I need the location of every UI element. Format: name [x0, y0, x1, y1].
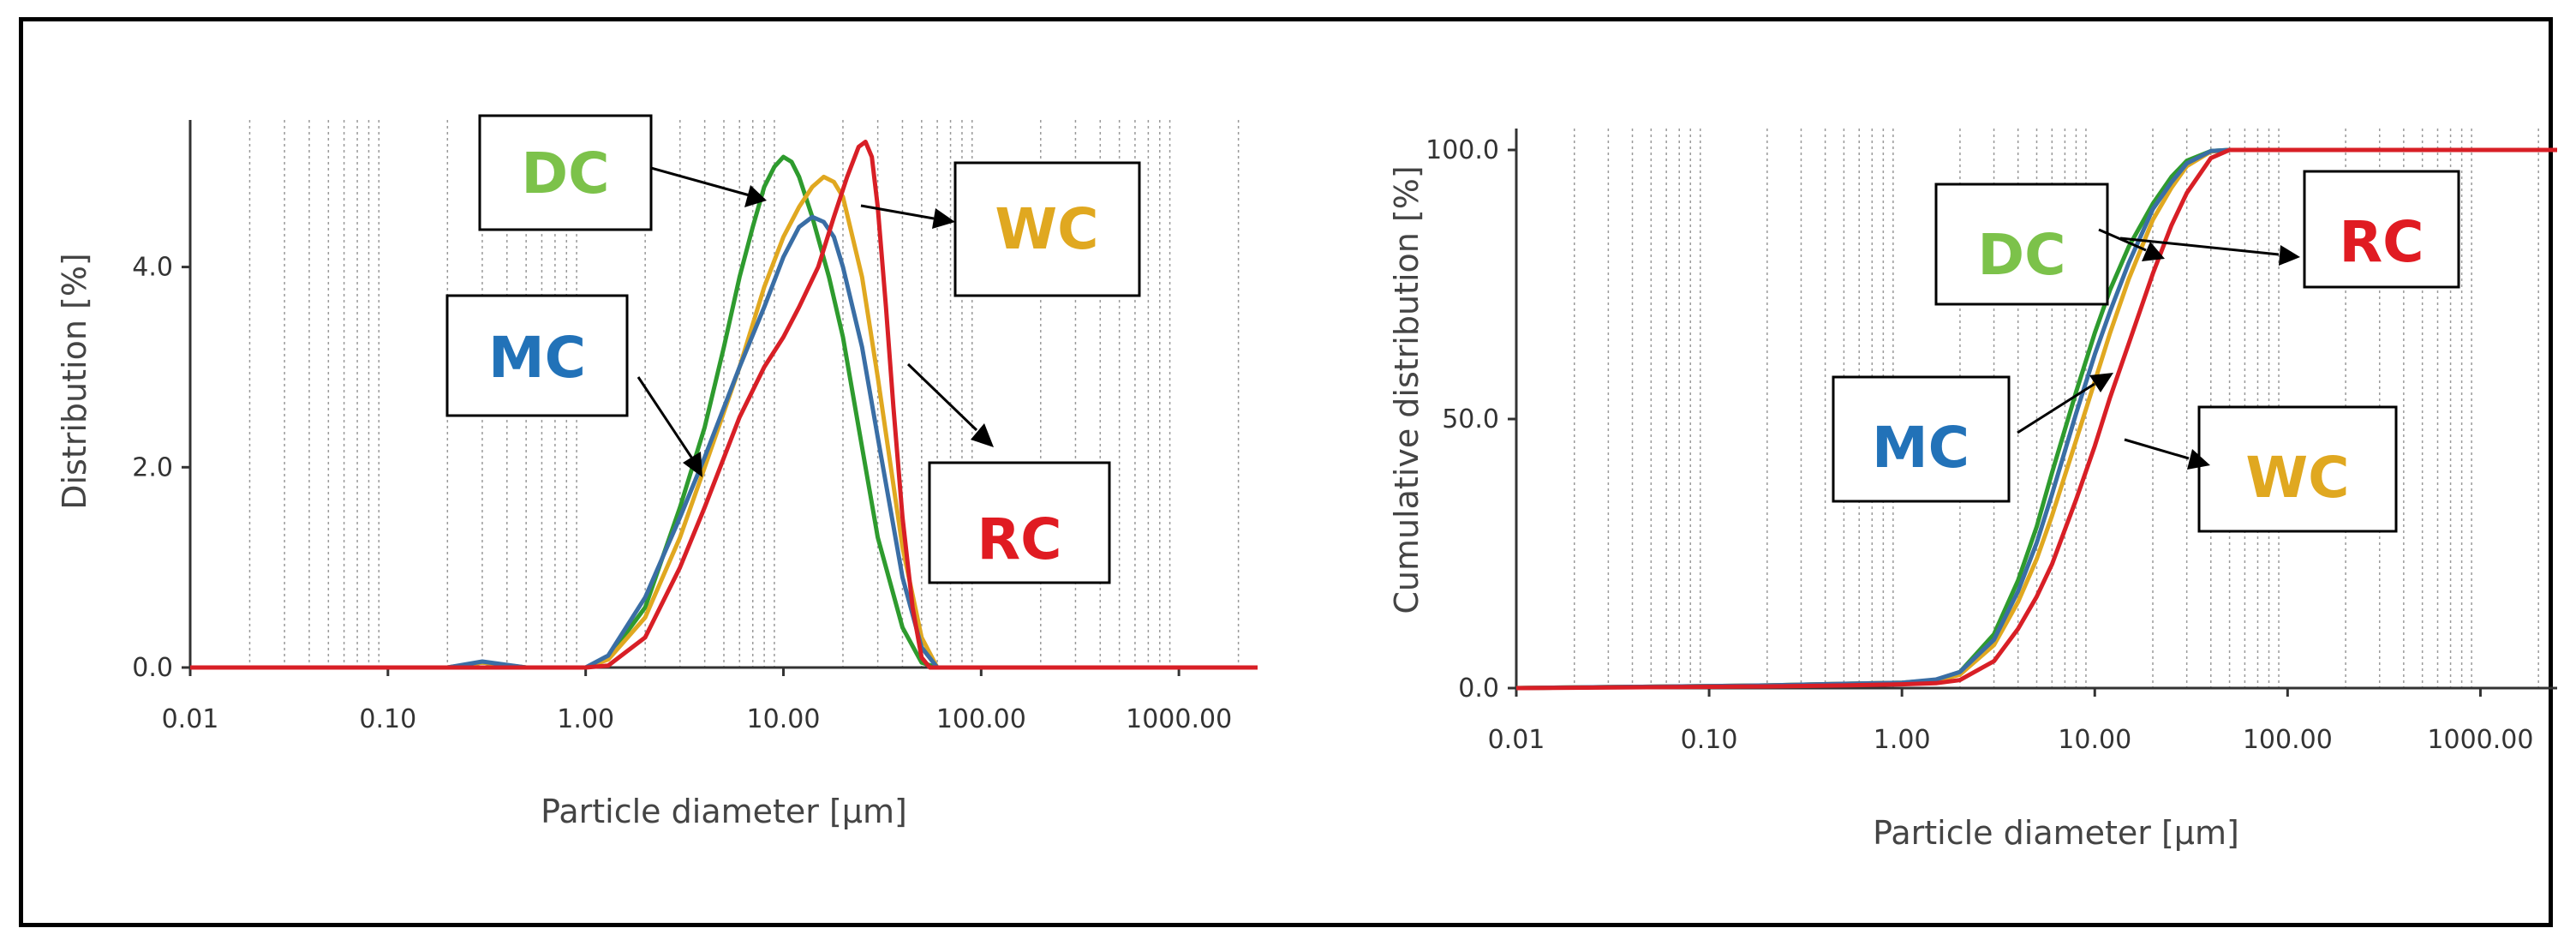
distribution-x-label: Particle diameter [µm]: [541, 793, 907, 830]
distribution-chart: 0.01 0.10 1.00 10.00 100.00 1000.00 0.0 2.0 4.0…: [56, 114, 1258, 830]
cumulative-x-tick-label: 100.00: [2243, 725, 2333, 755]
cumulative-y-ticks: 0.0 50.0 100.0: [1425, 135, 1516, 704]
cumulative-x-tick-label: 10.00: [2058, 725, 2131, 755]
arrow-dc-left: [650, 166, 767, 207]
distribution-series-rc: [190, 140, 1258, 670]
callout-mc-left-label: MC: [488, 325, 586, 391]
distribution-x-tick-label: 100.00: [936, 704, 1026, 734]
cumulative-series-rc: [1515, 147, 2557, 691]
arrow-mc-left: [637, 376, 702, 477]
cumulative-y-tick-label: 50.0: [1442, 404, 1499, 434]
distribution-y-ticks: 0.0 2.0 4.0: [132, 253, 190, 683]
distribution-y-tick-label: 2.0: [132, 452, 173, 482]
distribution-y-tick-label: 0.0: [132, 653, 173, 683]
cumulative-series: [1515, 147, 2557, 691]
cumulative-x-tick-label: 0.01: [1488, 725, 1545, 755]
callout-mc-right-label: MC: [1872, 415, 1969, 481]
distribution-x-tick-label: 1.00: [557, 704, 614, 734]
callout-rc-left-label: RC: [977, 506, 1061, 572]
callout-rc-right-label: RC: [2339, 209, 2424, 275]
arrow-mc-right: [2017, 373, 2113, 434]
distribution-x-tick-label: 1000.00: [1126, 704, 1232, 734]
arrow-rc-left: [906, 362, 994, 447]
cumulative-y-tick-label: 100.0: [1425, 135, 1499, 165]
distribution-x-tick-label: 10.00: [747, 704, 821, 734]
distribution-x-tick-label: 0.10: [359, 704, 416, 734]
distribution-series: [190, 140, 1258, 670]
cumulative-chart: 0.01 0.10 1.00 10.00 100.00 1000.00 0.0 50.0 10…: [1388, 129, 2557, 852]
callout-wc-right: WC: [2197, 405, 2398, 533]
callout-dc-left: DC: [478, 114, 653, 231]
distribution-y-label: Distribution [%]: [56, 253, 93, 510]
cumulative-x-ticks: 0.01 0.10 1.00 10.00 100.00 1000.00: [1488, 688, 2533, 755]
figure-frame: [19, 17, 2553, 927]
arrow-wc-right: [2124, 438, 2210, 470]
callout-rc-left: RC: [928, 461, 1111, 584]
callout-wc-left-label: WC: [995, 196, 1098, 262]
callout-wc-left: WC: [953, 161, 1141, 297]
callout-rc-right: RC: [2303, 170, 2460, 289]
arrow-dc-right: [2098, 228, 2165, 261]
distribution-y-tick-label: 4.0: [132, 253, 173, 283]
cumulative-x-tick-label: 1000.00: [2427, 725, 2533, 755]
callout-dc-right: DC: [1934, 183, 2109, 306]
arrow-wc-left: [860, 204, 955, 229]
callout-mc-left: MC: [445, 294, 629, 417]
distribution-x-tick-label: 0.01: [162, 704, 219, 734]
callout-wc-right-label: WC: [2245, 445, 2349, 511]
callout-dc-right-label: DC: [1977, 222, 2065, 288]
callout-dc-left-label: DC: [521, 141, 609, 207]
callout-mc-right: MC: [1832, 375, 2011, 503]
distribution-x-ticks: 0.01 0.10 1.00 10.00 100.00 1000.00: [162, 668, 1232, 734]
cumulative-x-tick-label: 0.10: [1681, 725, 1738, 755]
arrow-rc-right: [2119, 237, 2300, 266]
cumulative-y-label: Cumulative distribution [%]: [1388, 165, 1425, 614]
cumulative-x-label: Particle diameter [µm]: [1873, 814, 2239, 852]
cumulative-x-tick-label: 1.00: [1874, 725, 1931, 755]
cumulative-y-tick-label: 0.0: [1458, 674, 1499, 704]
